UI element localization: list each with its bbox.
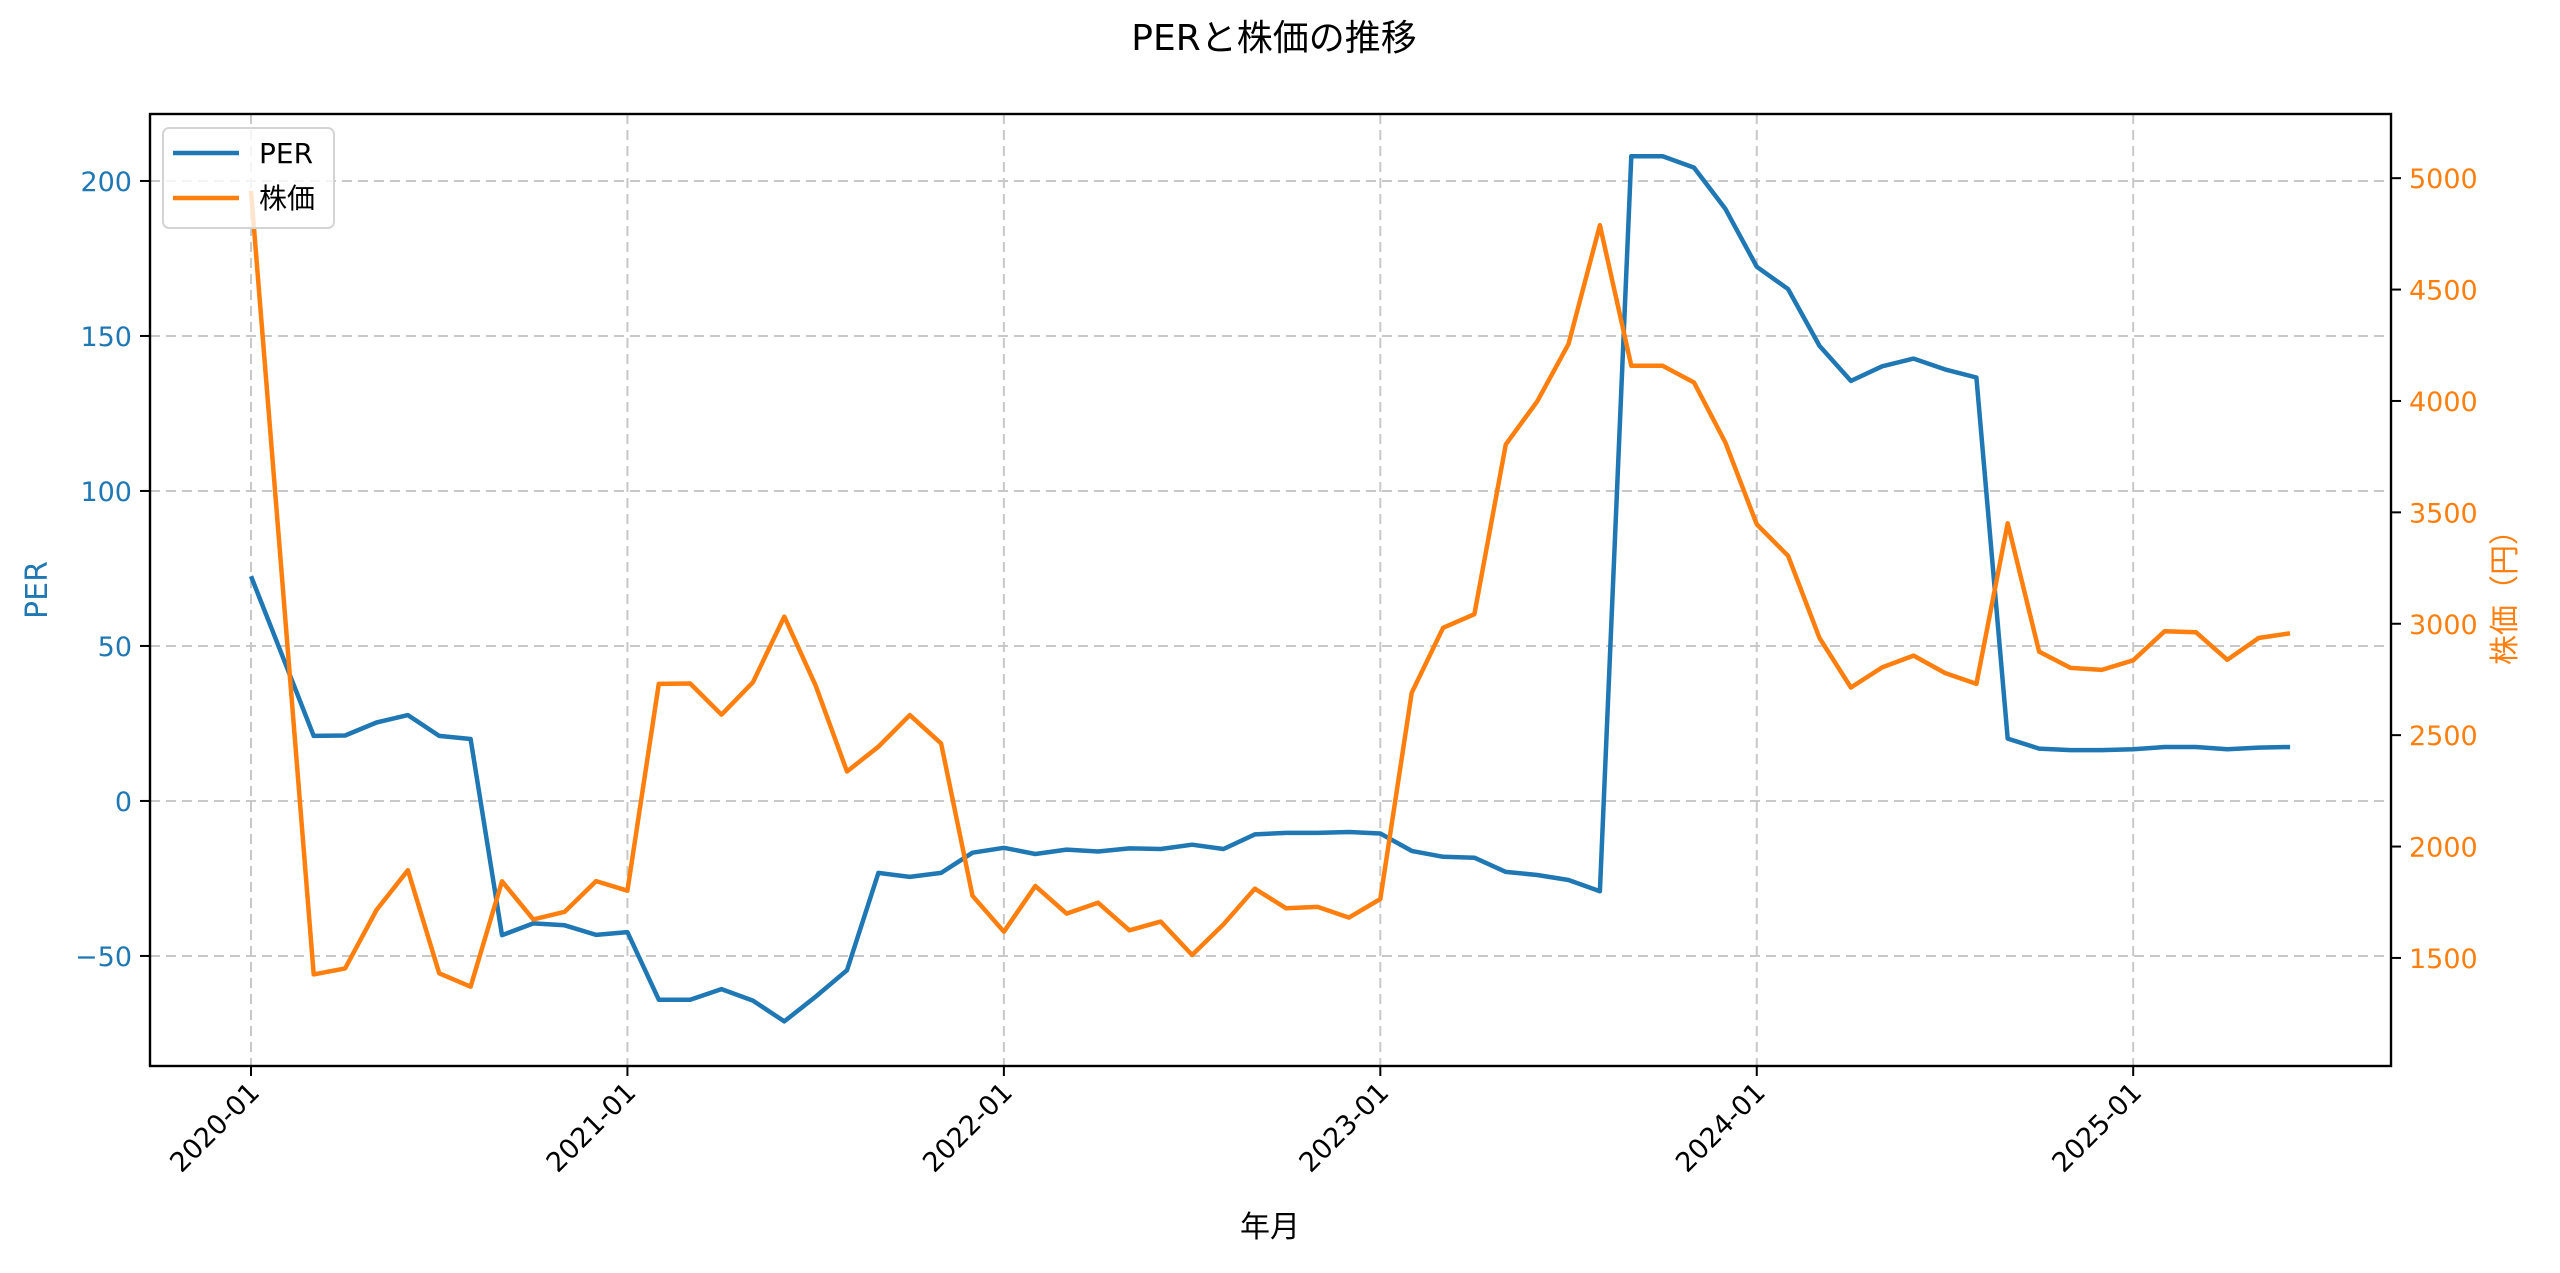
left-tick-label: 100 (80, 477, 132, 508)
left-tick-label: −50 (75, 942, 132, 973)
right-tick-label: 3000 (2409, 610, 2478, 641)
plot-area-frame (148, 112, 2393, 1068)
x-tick-label: 2020-01 (164, 1077, 266, 1179)
x-tick-label: 2023-01 (1294, 1077, 1396, 1179)
series-line-price (248, 190, 2291, 989)
legend-per-label: PER (259, 137, 313, 170)
left-tick-label: 50 (98, 632, 132, 663)
right-y-axis: 1500 2000 2500 3000 3500 4000 4500 5000 (2391, 164, 2478, 975)
left-tick-label: 150 (80, 322, 132, 353)
right-tick-label: 4500 (2409, 276, 2478, 307)
x-tick-label: 2025-01 (2046, 1077, 2148, 1179)
legend-price-label: 株価 (259, 182, 315, 215)
right-tick-label: 2500 (2409, 721, 2478, 752)
right-tick-label: 3500 (2409, 498, 2478, 529)
chart-title: PERと株価の推移 (1131, 18, 1416, 59)
x-tick-label: 2021-01 (541, 1077, 643, 1179)
right-axis-label: 株価（円） (2488, 515, 2523, 665)
right-tick-label: 2000 (2409, 833, 2478, 864)
series-lines (248, 153, 2291, 1024)
right-tick-label: 1500 (2409, 944, 2478, 975)
right-tick-label: 4000 (2409, 387, 2478, 418)
x-tick-label: 2022-01 (917, 1077, 1019, 1179)
left-tick-label: 200 (80, 167, 132, 198)
x-axis: 2020-01 2021-01 2022-01 2023-01 2024-01 2025-… (164, 1066, 2148, 1179)
right-tick-label: 5000 (2409, 164, 2478, 195)
left-y-axis: −50 0 50 100 150 200 (75, 167, 150, 973)
series-line-per (248, 153, 2291, 1024)
grid-lines (150, 114, 2391, 1066)
x-axis-label: 年月 (1240, 1210, 1300, 1245)
legend: PER 株価 (162, 127, 335, 229)
left-tick-label: 0 (115, 787, 132, 818)
left-axis-label: PER (20, 561, 55, 619)
x-tick-label: 2024-01 (1670, 1077, 1772, 1179)
